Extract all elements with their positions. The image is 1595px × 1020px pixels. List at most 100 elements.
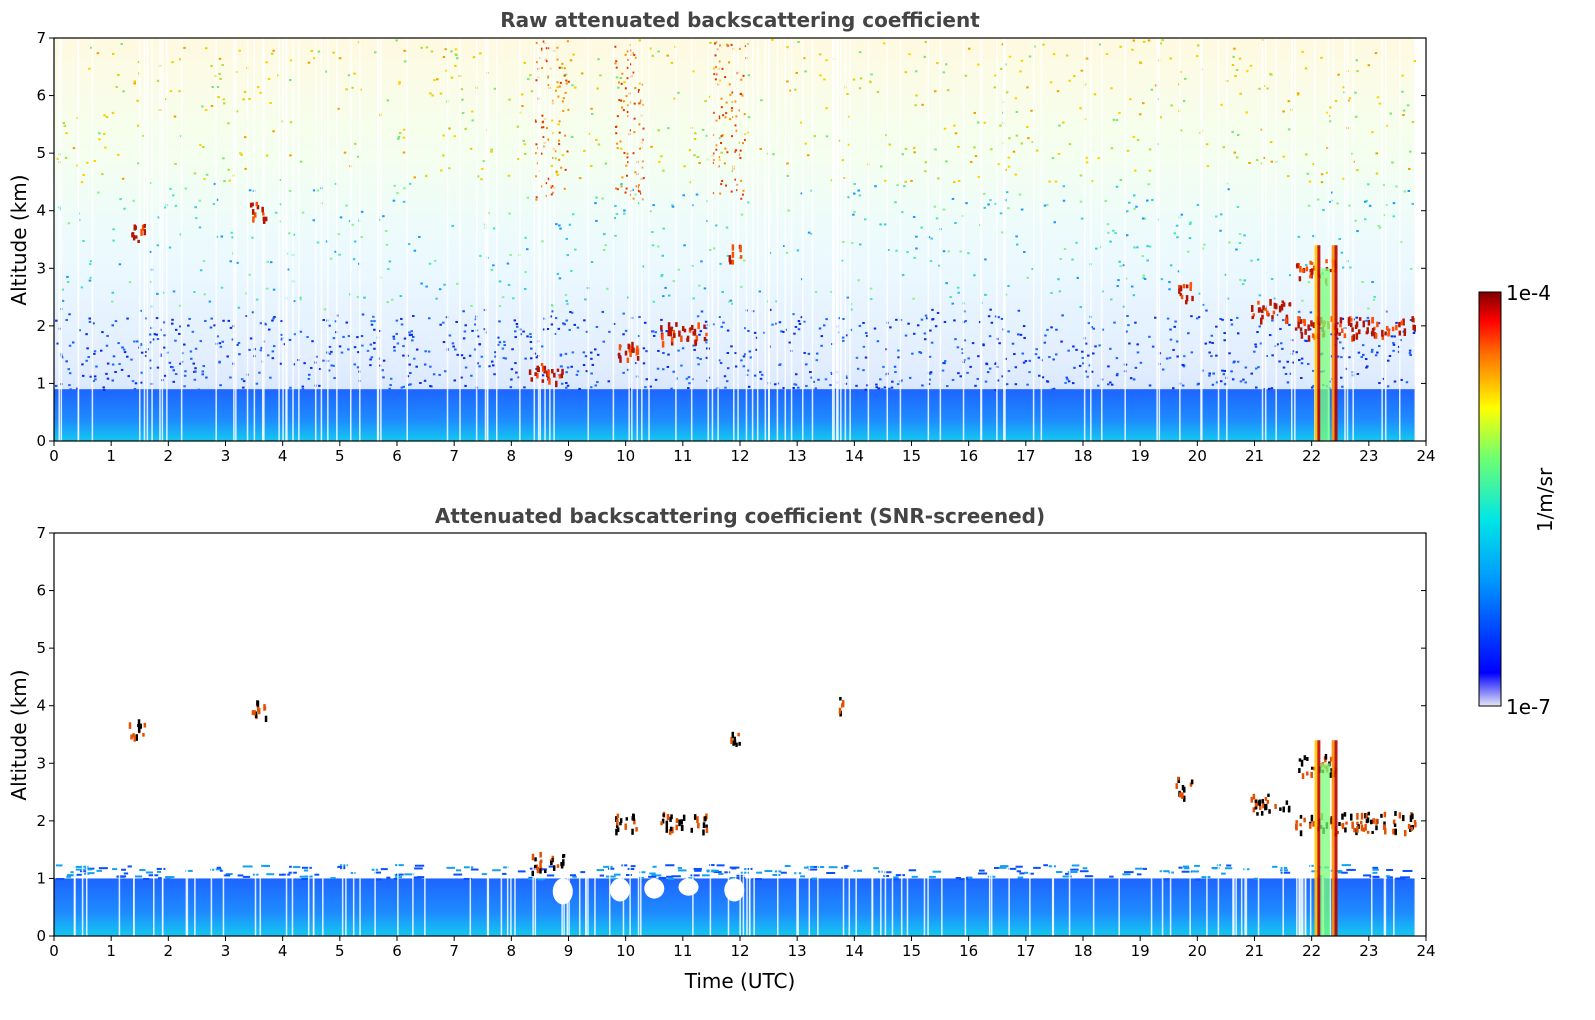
cloud-layer	[730, 731, 741, 747]
x-tick-label: 17	[1016, 447, 1035, 465]
x-tick-label: 24	[1416, 942, 1435, 960]
x-tick-label: 1	[106, 942, 116, 960]
x-tick-label: 10	[616, 942, 635, 960]
x-tick-label: 22	[1302, 942, 1321, 960]
missing-profiles	[73, 533, 1395, 936]
x-tick-label: 16	[959, 942, 978, 960]
x-tick-label: 23	[1359, 942, 1378, 960]
x-tick-label: 11	[673, 447, 692, 465]
screened-gap	[724, 878, 745, 902]
x-tick-label: 8	[507, 942, 517, 960]
x-tick-label: 9	[564, 942, 574, 960]
x-tick-label: 20	[1188, 447, 1207, 465]
x-tick-label: 19	[1131, 942, 1150, 960]
x-tick-label: 15	[902, 447, 921, 465]
colorbar-gradient	[1478, 291, 1502, 707]
screened-gap	[644, 878, 665, 899]
x-tick-label: 7	[449, 447, 459, 465]
x-tick-label: 4	[278, 942, 288, 960]
x-tick-label: 13	[788, 447, 807, 465]
cloud-layer	[615, 813, 638, 836]
x-tick-label: 5	[335, 942, 345, 960]
colorbar-max-label: 1e-4	[1506, 281, 1551, 305]
x-tick-label: 22	[1302, 447, 1321, 465]
cloud-layer	[617, 341, 640, 363]
y-tick-label: 3	[36, 259, 46, 277]
x-tick-label: 21	[1245, 447, 1264, 465]
colorbar-min-label: 1e-7	[1506, 695, 1551, 719]
panel-raw-x-ticks: 0 1 2 3 4 5 6 7 8 9 10 11 12 13 14 15 16 17 18 19 20 21 22 23 24	[49, 441, 1436, 465]
panel-snr-xlabel: Time (UTC)	[684, 969, 796, 993]
cloud-layer	[531, 851, 566, 877]
x-tick-label: 23	[1359, 447, 1378, 465]
x-tick-label: 18	[1073, 447, 1092, 465]
y-tick-label: 5	[36, 144, 46, 162]
colorbar-unit-label: 1/m/sr	[1533, 467, 1557, 532]
panel-snr: Attenuated backscattering coefficient (S…	[7, 504, 1436, 993]
screened-gap	[609, 878, 630, 902]
x-tick-label: 21	[1245, 942, 1264, 960]
x-tick-label: 9	[564, 447, 574, 465]
cloud-layer	[728, 244, 743, 265]
panel-snr-plot-area	[54, 533, 1426, 936]
y-tick-label: 6	[36, 87, 46, 105]
x-tick-label: 1	[106, 447, 116, 465]
x-tick-label: 6	[392, 942, 402, 960]
cloud-layer	[249, 201, 268, 224]
x-tick-label: 3	[221, 447, 231, 465]
cloud-layer	[528, 362, 564, 388]
x-tick-label: 11	[673, 942, 692, 960]
y-tick-label: 2	[36, 812, 46, 830]
y-tick-label: 1	[36, 869, 46, 887]
x-tick-label: 8	[507, 447, 517, 465]
x-tick-label: 6	[392, 447, 402, 465]
y-tick-label: 4	[36, 202, 46, 220]
panel-snr-y-ticks: 0 1 2 3 4 5 6 7	[36, 524, 1426, 945]
x-tick-label: 5	[335, 447, 345, 465]
panel-snr-heatmap	[54, 533, 1417, 936]
panel-raw-heatmap	[54, 38, 1417, 441]
x-tick-label: 15	[902, 942, 921, 960]
x-tick-label: 16	[959, 447, 978, 465]
precip-streaks	[1314, 245, 1338, 441]
cloud-layer	[1250, 793, 1291, 816]
x-tick-label: 3	[221, 942, 231, 960]
screened-gap	[678, 878, 699, 896]
precip-streaks	[1314, 740, 1338, 936]
panel-raw: Raw attenuated backscattering coefficien…	[7, 8, 1436, 465]
y-tick-label: 7	[36, 524, 46, 542]
x-tick-label: 2	[164, 942, 174, 960]
cloud-layer	[251, 700, 268, 723]
panel-raw-plot-area	[54, 38, 1426, 441]
y-tick-label: 5	[36, 639, 46, 657]
y-tick-label: 7	[36, 29, 46, 47]
x-tick-label: 0	[49, 447, 59, 465]
x-tick-label: 10	[616, 447, 635, 465]
y-tick-label: 0	[36, 432, 46, 450]
panel-raw-title: Raw attenuated backscattering coefficien…	[500, 8, 980, 32]
x-tick-label: 7	[449, 942, 459, 960]
x-tick-label: 24	[1416, 447, 1435, 465]
x-tick-label: 13	[788, 942, 807, 960]
y-tick-label: 6	[36, 582, 46, 600]
boundary-layer-fringe	[55, 314, 1416, 392]
y-tick-label: 4	[36, 697, 46, 715]
y-tick-label: 2	[36, 317, 46, 335]
x-tick-label: 19	[1131, 447, 1150, 465]
y-tick-label: 1	[36, 374, 46, 392]
panel-snr-title: Attenuated backscattering coefficient (S…	[435, 504, 1045, 528]
panel-snr-x-ticks: 0 1 2 3 4 5 6 7 8 9 10 11 12 13 14 15 16 17 18 19 20 21 22 23 24	[49, 936, 1436, 960]
x-tick-label: 12	[730, 447, 749, 465]
y-tick-label: 0	[36, 927, 46, 945]
cloud-layer	[1177, 282, 1194, 305]
x-tick-label: 2	[164, 447, 174, 465]
x-tick-label: 0	[49, 942, 59, 960]
cloud-layer	[660, 322, 708, 348]
x-tick-label: 17	[1016, 942, 1035, 960]
y-tick-label: 3	[36, 754, 46, 772]
x-tick-label: 4	[278, 447, 288, 465]
panel-snr-ylabel: Altitude (km)	[7, 669, 31, 800]
panel-raw-y-ticks: 0 1 2 3 4 5 6 7	[36, 29, 1426, 450]
panel-raw-ylabel: Altitude (km)	[7, 174, 31, 305]
